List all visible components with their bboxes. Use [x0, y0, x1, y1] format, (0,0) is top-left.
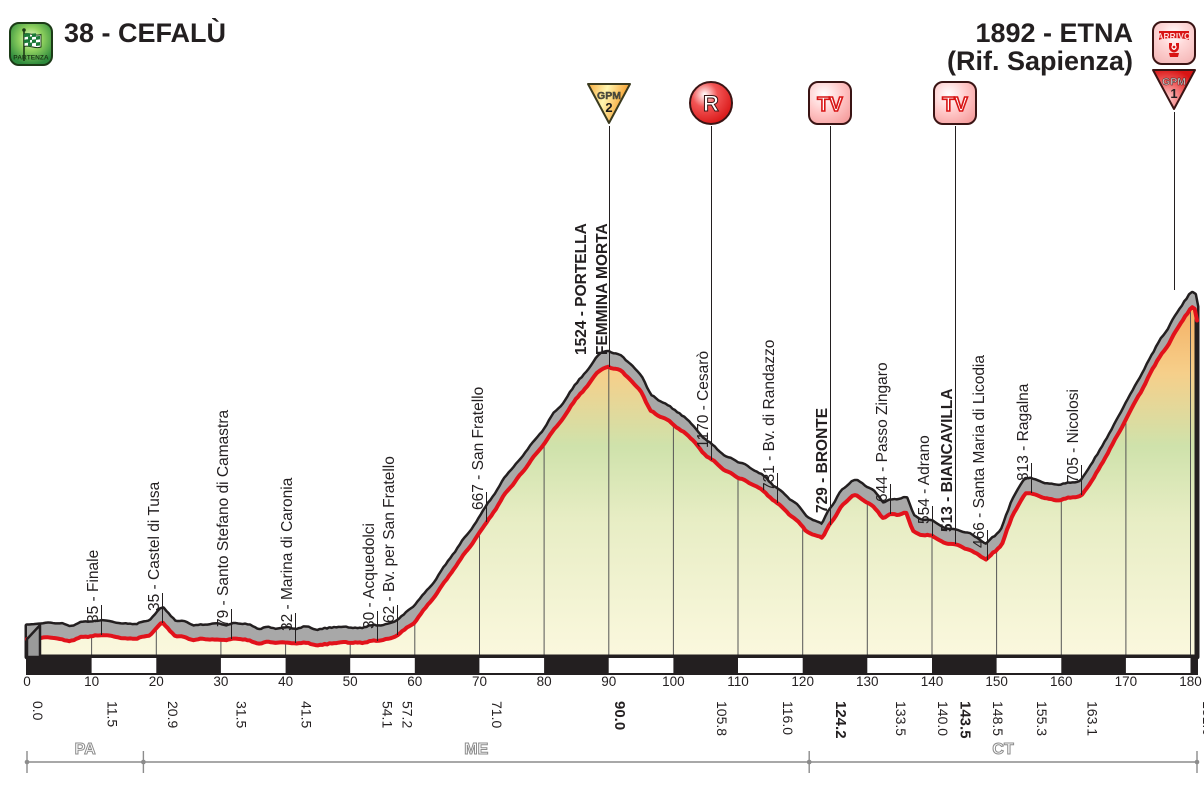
svg-text:CT: CT: [992, 741, 1014, 758]
svg-text:105.8: 105.8: [714, 701, 730, 736]
svg-text:60: 60: [407, 674, 422, 689]
svg-text:155.3: 155.3: [1034, 701, 1050, 736]
svg-text:180: 180: [1179, 674, 1202, 689]
svg-text:0: 0: [23, 674, 31, 689]
svg-text:TV: TV: [942, 94, 968, 116]
svg-text:R: R: [703, 91, 719, 116]
svg-text:143.5: 143.5: [957, 701, 974, 739]
svg-text:140: 140: [921, 674, 944, 689]
svg-text:140.0: 140.0: [935, 701, 951, 736]
svg-text:170: 170: [1115, 674, 1138, 689]
svg-text:70: 70: [472, 674, 487, 689]
svg-text:130: 130: [856, 674, 879, 689]
svg-text:181.0: 181.0: [1200, 701, 1204, 736]
svg-text:1: 1: [1170, 86, 1177, 101]
svg-text:90.0: 90.0: [611, 701, 628, 730]
svg-text:2: 2: [605, 100, 612, 115]
svg-text:150: 150: [985, 674, 1008, 689]
svg-text:10: 10: [84, 674, 99, 689]
svg-text:20: 20: [149, 674, 164, 689]
svg-text:20.9: 20.9: [165, 701, 181, 728]
svg-text:100: 100: [662, 674, 685, 689]
svg-text:163.1: 163.1: [1084, 701, 1100, 736]
svg-text:11.5: 11.5: [104, 701, 120, 727]
svg-text:0.0: 0.0: [30, 701, 46, 721]
svg-text:148.5: 148.5: [990, 701, 1006, 736]
svg-text:PA: PA: [75, 741, 96, 758]
svg-text:41.5: 41.5: [298, 701, 314, 728]
svg-text:80: 80: [537, 674, 552, 689]
svg-text:TV: TV: [817, 94, 843, 116]
svg-text:50: 50: [343, 674, 358, 689]
svg-text:30: 30: [213, 674, 228, 689]
svg-text:57.2: 57.2: [400, 701, 416, 728]
svg-text:133.5: 133.5: [893, 701, 909, 736]
svg-text:124.2: 124.2: [832, 701, 849, 739]
svg-text:90: 90: [601, 674, 616, 689]
svg-text:71.0: 71.0: [489, 701, 505, 728]
svg-text:116.0: 116.0: [780, 701, 796, 735]
svg-text:160: 160: [1050, 674, 1073, 689]
svg-text:54.1: 54.1: [380, 701, 396, 728]
svg-text:PARTENZA: PARTENZA: [13, 55, 49, 62]
svg-text:ARRIVO: ARRIVO: [1157, 31, 1191, 41]
svg-text:120: 120: [791, 674, 814, 689]
svg-text:40: 40: [278, 674, 293, 689]
svg-text:31.5: 31.5: [234, 701, 250, 728]
svg-text:ME: ME: [464, 741, 488, 758]
svg-text:110: 110: [727, 674, 749, 689]
